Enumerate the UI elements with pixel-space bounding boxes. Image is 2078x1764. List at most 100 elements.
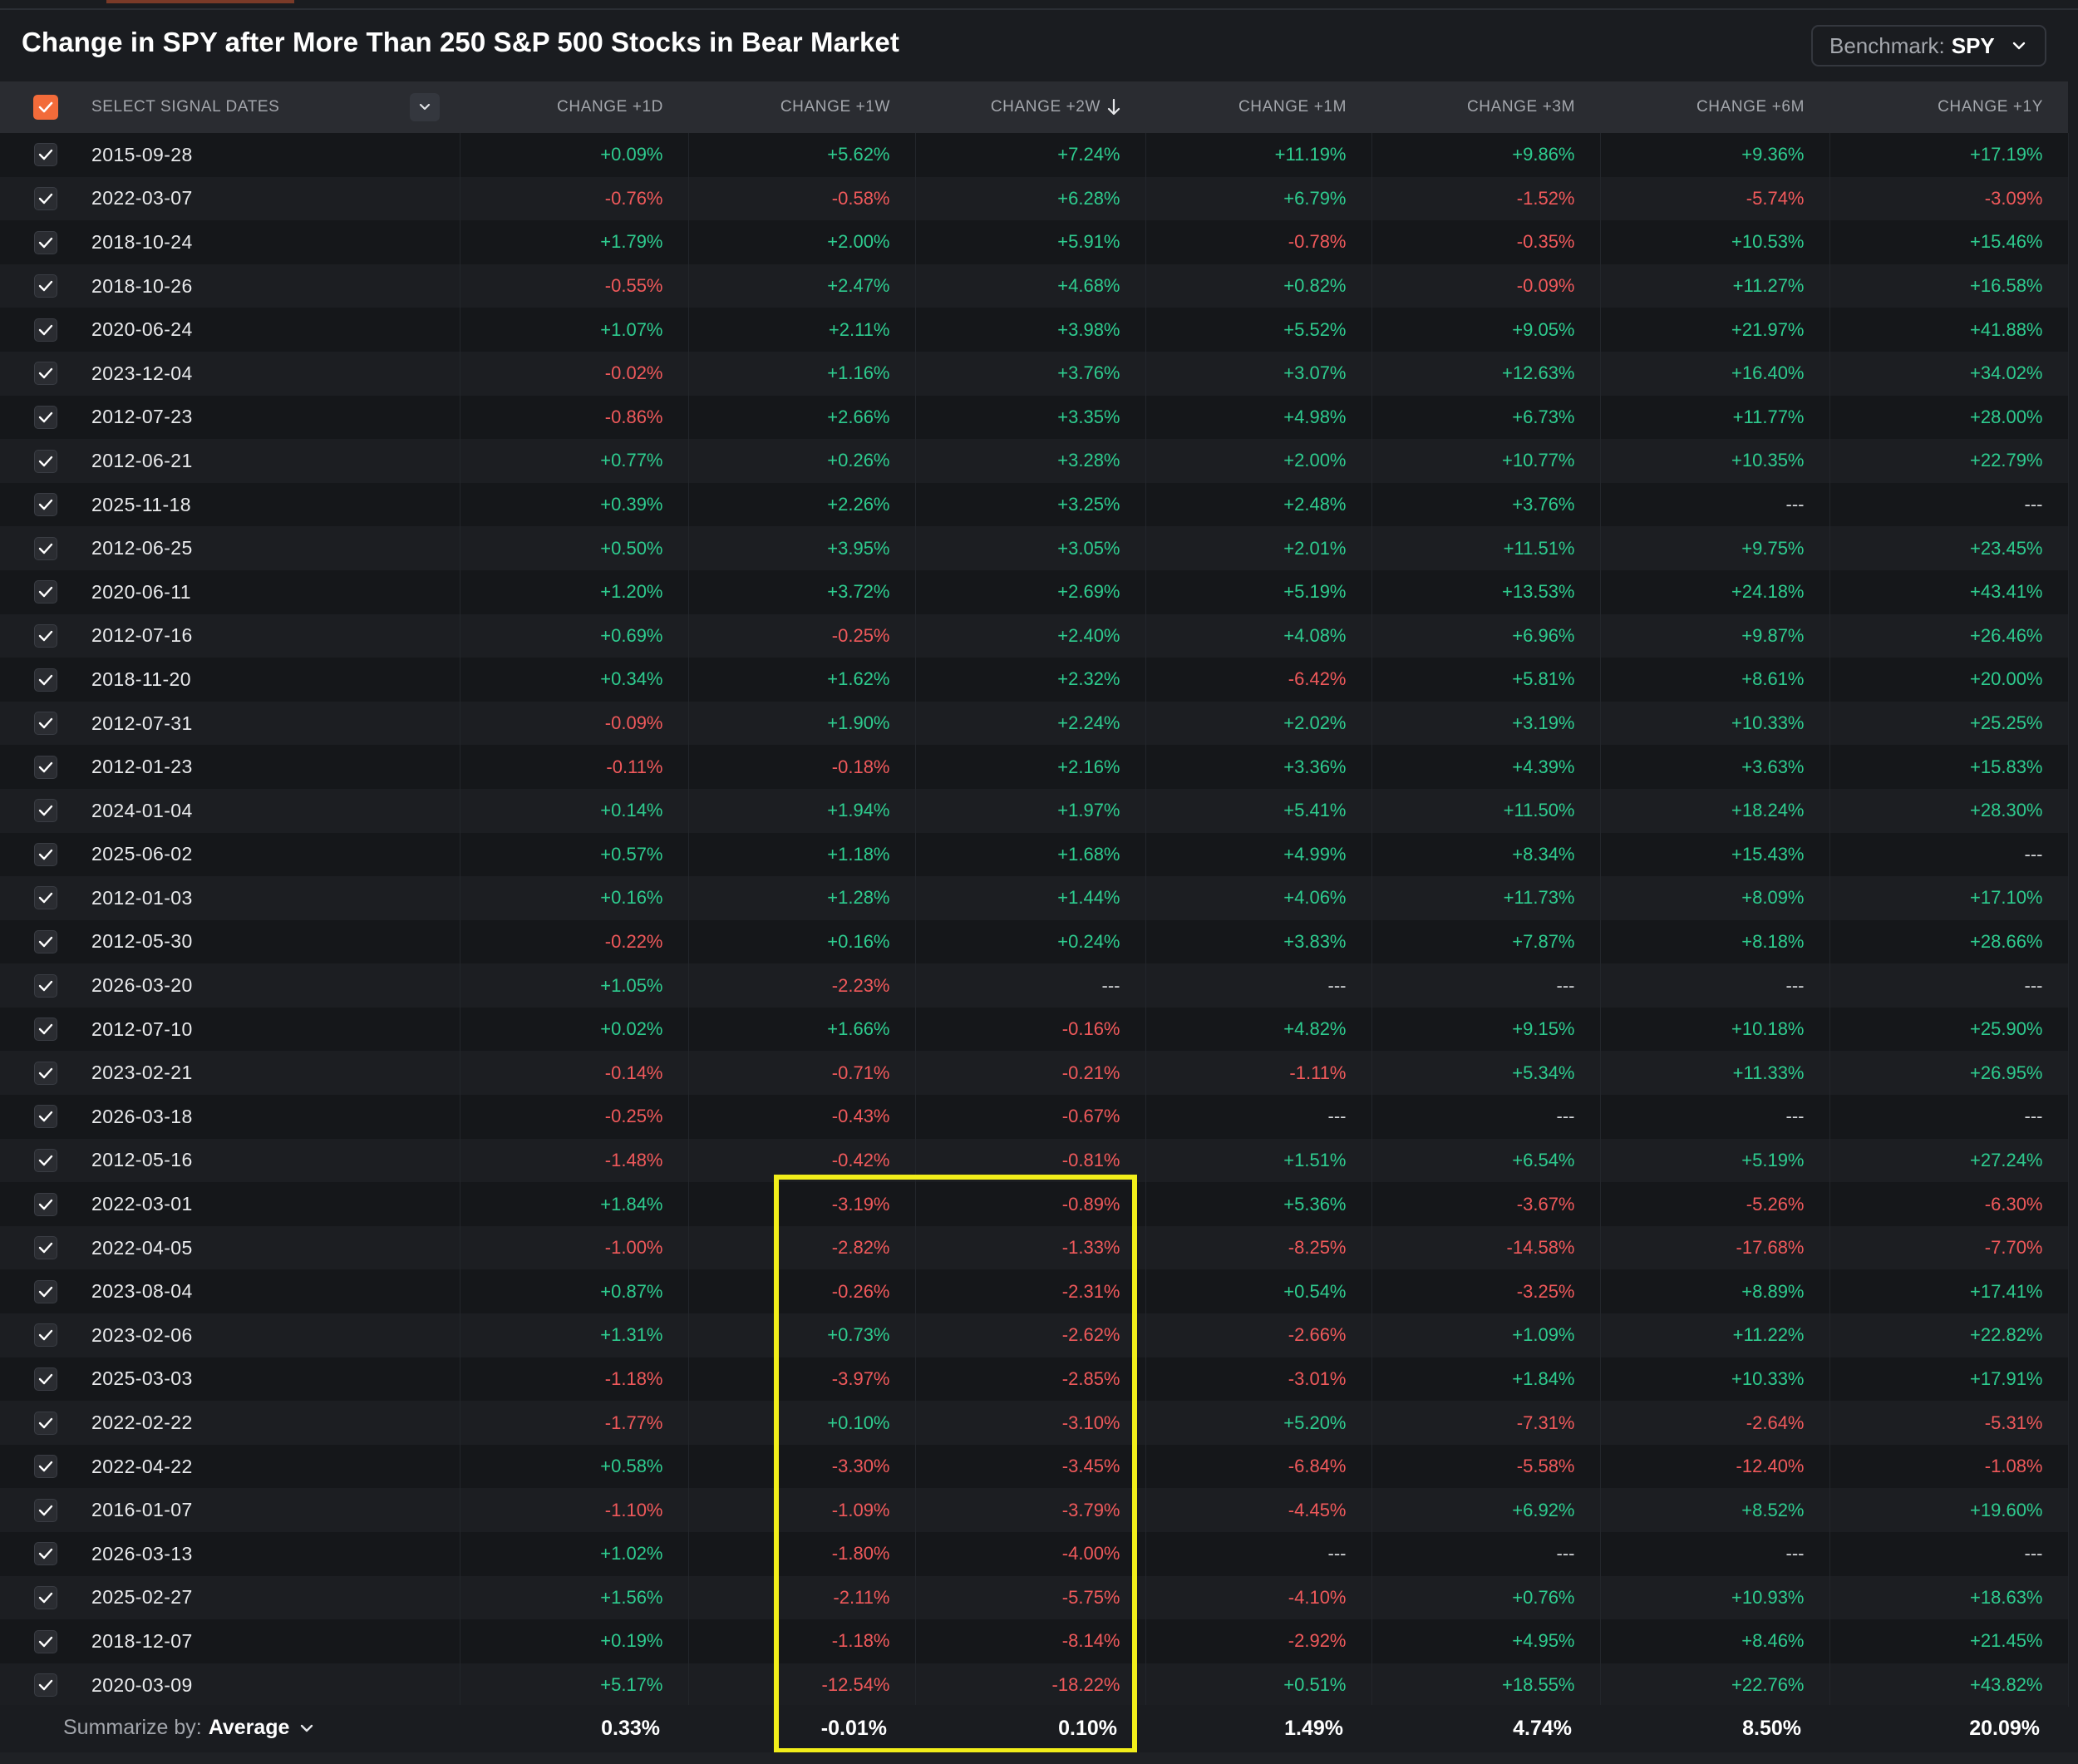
row-checkbox[interactable]: [34, 580, 57, 604]
change-1w-cell: -3.19%: [688, 1182, 915, 1226]
column-header-3m[interactable]: CHANGE +3M: [1371, 81, 1600, 133]
row-checkbox[interactable]: [34, 450, 57, 473]
column-header-6m[interactable]: CHANGE +6M: [1600, 81, 1829, 133]
change-3m-cell: ---: [1371, 963, 1600, 1008]
signal-date: 2012-07-31: [91, 702, 460, 746]
change-1d-cell: +1.84%: [460, 1182, 688, 1226]
row-checkbox[interactable]: [34, 886, 57, 909]
row-checkbox[interactable]: [34, 187, 57, 210]
date-filter-dropdown[interactable]: [410, 93, 440, 121]
row-checkbox[interactable]: [34, 231, 57, 254]
row-checkbox[interactable]: [34, 1062, 57, 1085]
row-checkbox[interactable]: [34, 1586, 57, 1609]
row-checkbox[interactable]: [34, 712, 57, 735]
change-1y-cell: ---: [1829, 1532, 2068, 1576]
summarize-by-select[interactable]: Summarize by: Average: [63, 1716, 314, 1740]
panel-header: Change in SPY after More Than 250 S&P 50…: [0, 10, 2078, 80]
signal-date: 2026-03-18: [91, 1095, 460, 1139]
benchmark-select[interactable]: Benchmark: SPY: [1811, 25, 2046, 67]
row-checkbox[interactable]: [34, 1499, 57, 1522]
row-checkbox[interactable]: [34, 318, 57, 342]
checkmark-icon: [38, 542, 53, 555]
column-header-date[interactable]: SELECT SIGNAL DATES: [91, 81, 460, 133]
change-3m-cell: ---: [1371, 1532, 1600, 1576]
table-row: 2016-01-07 -1.10% -1.09% -3.79% -4.45% +6.92%…: [0, 1488, 2068, 1532]
row-checkbox[interactable]: [34, 668, 57, 692]
change-6m-cell: +10.35%: [1600, 439, 1829, 483]
change-1m-cell: +3.07%: [1145, 352, 1371, 396]
row-checkbox[interactable]: [34, 799, 57, 822]
column-header-1m[interactable]: CHANGE +1M: [1145, 81, 1371, 133]
change-1y-cell: +41.88%: [1829, 308, 2068, 352]
change-1w-cell: -0.58%: [688, 177, 915, 221]
change-1m-cell: -4.10%: [1145, 1576, 1371, 1620]
change-1d-cell: +0.39%: [460, 483, 688, 527]
checkmark-icon: [38, 1635, 53, 1648]
change-3m-cell: +4.39%: [1371, 745, 1600, 789]
change-2w-cell: -0.16%: [915, 1008, 1145, 1052]
change-1m-cell: +11.19%: [1145, 133, 1371, 177]
row-checkbox[interactable]: [34, 274, 57, 298]
row-checkbox[interactable]: [34, 1323, 57, 1347]
checkmark-icon: [38, 979, 53, 993]
row-checkbox[interactable]: [34, 493, 57, 516]
checkmark-icon: [38, 367, 53, 380]
row-checkbox[interactable]: [34, 1673, 57, 1697]
change-1d-cell: +5.17%: [460, 1663, 688, 1707]
table-row: 2020-06-24 +1.07% +2.11% +3.98% +5.52% +9.05%…: [0, 308, 2068, 352]
change-3m-cell: -0.35%: [1371, 220, 1600, 264]
checkmark-icon: [38, 1460, 53, 1473]
column-header-1d[interactable]: CHANGE +1D: [460, 81, 688, 133]
change-6m-cell: +22.76%: [1600, 1663, 1829, 1707]
select-all-checkbox[interactable]: [33, 95, 58, 120]
row-checkbox[interactable]: [34, 756, 57, 779]
row-checkbox[interactable]: [34, 406, 57, 429]
row-checkbox[interactable]: [34, 1542, 57, 1565]
row-checkbox[interactable]: [34, 1630, 57, 1653]
chevron-down-icon: [299, 1722, 314, 1734]
row-checkbox[interactable]: [34, 930, 57, 953]
row-select-cell: [0, 1269, 91, 1313]
table-row: 2018-11-20 +0.34% +1.62% +2.32% -6.42% +5.81%…: [0, 658, 2068, 702]
row-checkbox[interactable]: [34, 974, 57, 998]
row-checkbox[interactable]: [34, 1280, 57, 1303]
checkmark-icon: [38, 891, 53, 904]
column-header-1w[interactable]: CHANGE +1W: [688, 81, 915, 133]
row-checkbox[interactable]: [34, 143, 57, 166]
column-header-2w[interactable]: CHANGE +2W: [915, 81, 1145, 133]
row-checkbox[interactable]: [34, 624, 57, 648]
table-row: 2022-03-01 +1.84% -3.19% -0.89% +5.36% -3.67%…: [0, 1182, 2068, 1226]
change-6m-cell: +10.53%: [1600, 220, 1829, 264]
change-3m-cell: +5.34%: [1371, 1051, 1600, 1095]
row-checkbox[interactable]: [34, 1193, 57, 1216]
change-2w-cell: +3.25%: [915, 483, 1145, 527]
table-row: 2025-02-27 +1.56% -2.11% -5.75% -4.10% +0.76%…: [0, 1576, 2068, 1620]
change-6m-cell: -17.68%: [1600, 1226, 1829, 1270]
table-row: 2022-02-22 -1.77% +0.10% -3.10% +5.20% -7.31%…: [0, 1401, 2068, 1445]
row-select-cell: [0, 483, 91, 527]
change-3m-cell: +6.54%: [1371, 1139, 1600, 1183]
change-6m-cell: +15.43%: [1600, 833, 1829, 877]
change-3m-cell: +18.55%: [1371, 1663, 1600, 1707]
change-1y-cell: +43.41%: [1829, 570, 2068, 614]
row-checkbox[interactable]: [34, 362, 57, 385]
row-checkbox[interactable]: [34, 1367, 57, 1391]
row-checkbox[interactable]: [34, 1018, 57, 1041]
row-checkbox[interactable]: [34, 843, 57, 866]
column-header-1y[interactable]: CHANGE +1Y: [1829, 81, 2068, 133]
change-1y-cell: -7.70%: [1829, 1226, 2068, 1270]
row-checkbox[interactable]: [34, 1236, 57, 1259]
row-checkbox[interactable]: [34, 1455, 57, 1478]
change-6m-cell: +10.18%: [1600, 1008, 1829, 1052]
change-1d-cell: -0.76%: [460, 177, 688, 221]
change-6m-cell: +8.09%: [1600, 876, 1829, 920]
change-1y-cell: +19.60%: [1829, 1488, 2068, 1532]
checkmark-icon: [38, 1328, 53, 1342]
row-checkbox[interactable]: [34, 537, 57, 560]
change-3m-cell: +1.84%: [1371, 1357, 1600, 1402]
row-checkbox[interactable]: [34, 1149, 57, 1172]
row-checkbox[interactable]: [34, 1105, 57, 1128]
checkmark-icon: [38, 629, 53, 643]
row-checkbox[interactable]: [34, 1412, 57, 1435]
change-1m-cell: +0.51%: [1145, 1663, 1371, 1707]
